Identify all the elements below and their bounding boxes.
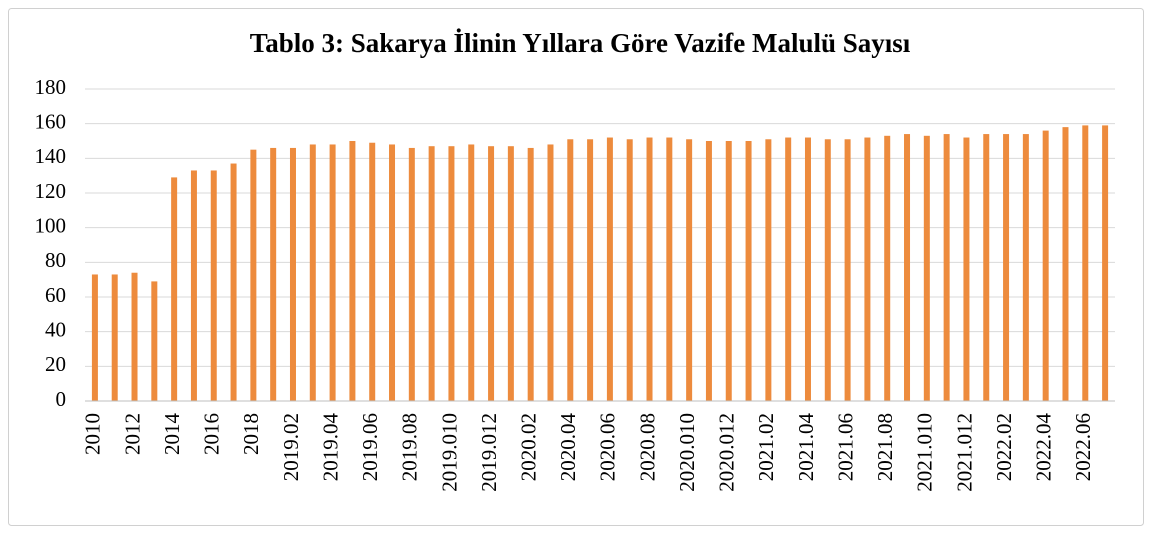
bar [943, 134, 950, 402]
x-tick-label: 2020.06 [596, 413, 620, 481]
y-tick-label: 140 [35, 144, 67, 168]
y-tick-label: 20 [45, 352, 66, 376]
bar [686, 139, 693, 401]
x-tick-label: 2014 [160, 413, 184, 456]
bar [864, 137, 871, 402]
x-tick-label: 2021.012 [952, 413, 976, 492]
bar [408, 147, 415, 401]
y-tick-label: 100 [35, 213, 67, 237]
bar [804, 137, 811, 402]
bar [824, 139, 831, 401]
bar [131, 272, 138, 401]
x-tick-label: 2020.08 [635, 413, 659, 481]
x-tick-label: 2022.04 [1031, 413, 1055, 482]
bar [111, 274, 118, 401]
x-tick-label: 2010 [81, 413, 105, 455]
bar [230, 163, 237, 401]
bar [250, 149, 257, 401]
bar [785, 137, 792, 402]
bar [844, 139, 851, 401]
x-tick-label: 2020.010 [675, 413, 699, 492]
bar [270, 147, 277, 401]
bar [171, 177, 178, 401]
bar [309, 144, 316, 401]
x-tick-label: 2021.02 [754, 413, 778, 481]
bar [507, 146, 514, 401]
bar [210, 170, 217, 401]
bar [448, 146, 455, 401]
bar [289, 147, 296, 401]
bar [765, 139, 772, 401]
bar [389, 144, 396, 401]
bar [151, 281, 158, 401]
bar [468, 144, 475, 401]
bar [190, 170, 197, 401]
x-tick-label: 2020.04 [556, 413, 580, 482]
x-tick-label: 2019.02 [279, 413, 303, 481]
bar [91, 274, 98, 401]
x-tick-label: 2020.012 [715, 413, 739, 492]
bar [1003, 134, 1010, 402]
y-tick-label: 120 [35, 179, 67, 203]
x-tick-label: 2021.06 [833, 413, 857, 481]
y-tick-label: 60 [45, 283, 66, 307]
bar [904, 134, 911, 402]
bar [428, 146, 435, 401]
x-tick-label: 2016 [200, 413, 224, 455]
x-tick-label: 2022.06 [1071, 413, 1095, 481]
x-tick-label: 2022.02 [992, 413, 1016, 481]
bar [963, 137, 970, 402]
x-tick-label: 2021.04 [794, 413, 818, 482]
x-tick-label: 2019.08 [398, 413, 422, 481]
bar [587, 139, 594, 401]
bar [983, 134, 990, 402]
bar [567, 139, 574, 401]
bar [1102, 125, 1109, 402]
y-tick-label: 80 [45, 248, 66, 272]
bar [547, 144, 554, 401]
bar [884, 135, 891, 402]
x-tick-label: 2021.08 [873, 413, 897, 481]
bar [705, 141, 712, 401]
bar [666, 137, 673, 402]
bar [626, 139, 633, 401]
bar [1042, 130, 1049, 401]
bar [1022, 134, 1029, 402]
bar [1062, 127, 1069, 401]
bar [923, 135, 930, 402]
chart-title: Tablo 3: Sakarya İlinin Yıllara Göre Vaz… [250, 28, 911, 58]
x-tick-label: 2019.012 [477, 413, 501, 492]
x-tick-label: 2018 [239, 413, 263, 455]
y-tick-label: 180 [35, 75, 67, 99]
bar [527, 147, 534, 401]
bar [606, 137, 613, 402]
bar [1082, 125, 1089, 402]
bar [369, 142, 376, 401]
x-tick-label: 2019.04 [318, 413, 342, 482]
x-tick-label: 2019.010 [437, 413, 461, 492]
y-tick-label: 0 [56, 387, 67, 411]
bar [745, 141, 752, 401]
x-tick-label: 2012 [120, 413, 144, 455]
y-tick-label: 160 [35, 109, 67, 133]
y-tick-label: 40 [45, 317, 66, 341]
bar [646, 137, 653, 402]
x-tick-label: 2019.06 [358, 413, 382, 481]
bar [488, 146, 495, 401]
x-tick-label: 2021.010 [913, 413, 937, 492]
bar [725, 141, 732, 401]
x-tick-label: 2020.02 [516, 413, 540, 481]
bar [349, 141, 356, 401]
bar [329, 144, 336, 401]
